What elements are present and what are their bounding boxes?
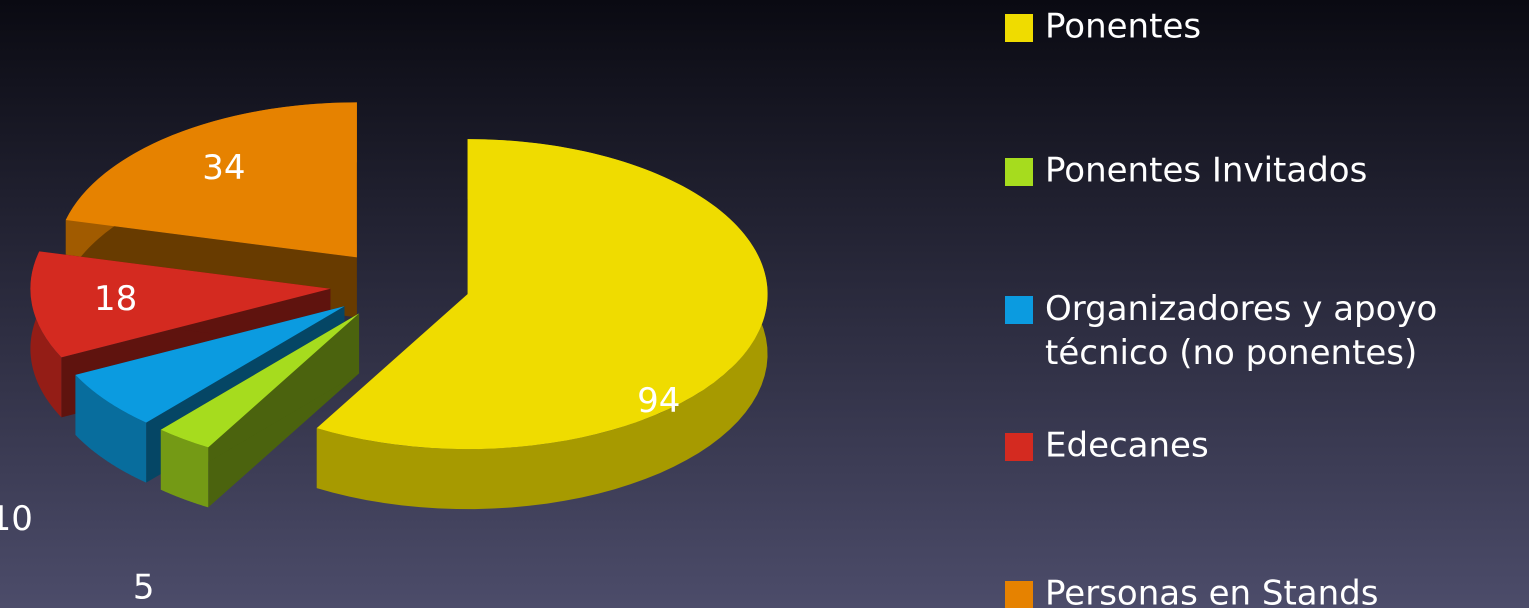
- pie: 94 5 10 18 34: [0, 102, 768, 608]
- legend-label: Organizadores y apoyo técnico (no ponente…: [1045, 289, 1437, 373]
- slice: [30, 251, 331, 358]
- legend-label: Personas en Stands: [1045, 574, 1378, 608]
- legend-label: Edecanes: [1045, 426, 1209, 466]
- slice: [65, 102, 357, 258]
- legend-label-line: Organizadores y apoyo: [1045, 289, 1437, 329]
- slice-side: [75, 374, 147, 483]
- data-label: 34: [202, 148, 245, 188]
- data-label: 5: [133, 568, 155, 608]
- legend-swatch: [1005, 296, 1033, 324]
- data-label: 94: [637, 381, 680, 421]
- legend-swatch: [1005, 158, 1033, 186]
- slice-side: [160, 429, 209, 508]
- legend-swatch: [1005, 14, 1033, 42]
- slice-side: [160, 313, 360, 490]
- data-label: 18: [94, 279, 137, 319]
- slice: [316, 139, 768, 450]
- legend-swatch: [1005, 433, 1033, 461]
- legend-label: Ponentes Invitados: [1045, 151, 1367, 191]
- legend-label: Ponentes: [1045, 7, 1201, 47]
- slice: [160, 313, 360, 448]
- data-label: 10: [0, 499, 33, 539]
- legend-swatch: [1005, 581, 1033, 608]
- legend: Ponentes Ponentes Invitados Organizadores …: [1005, 7, 1437, 608]
- slice: [75, 306, 345, 423]
- legend-label-line: técnico (no ponentes): [1045, 333, 1417, 373]
